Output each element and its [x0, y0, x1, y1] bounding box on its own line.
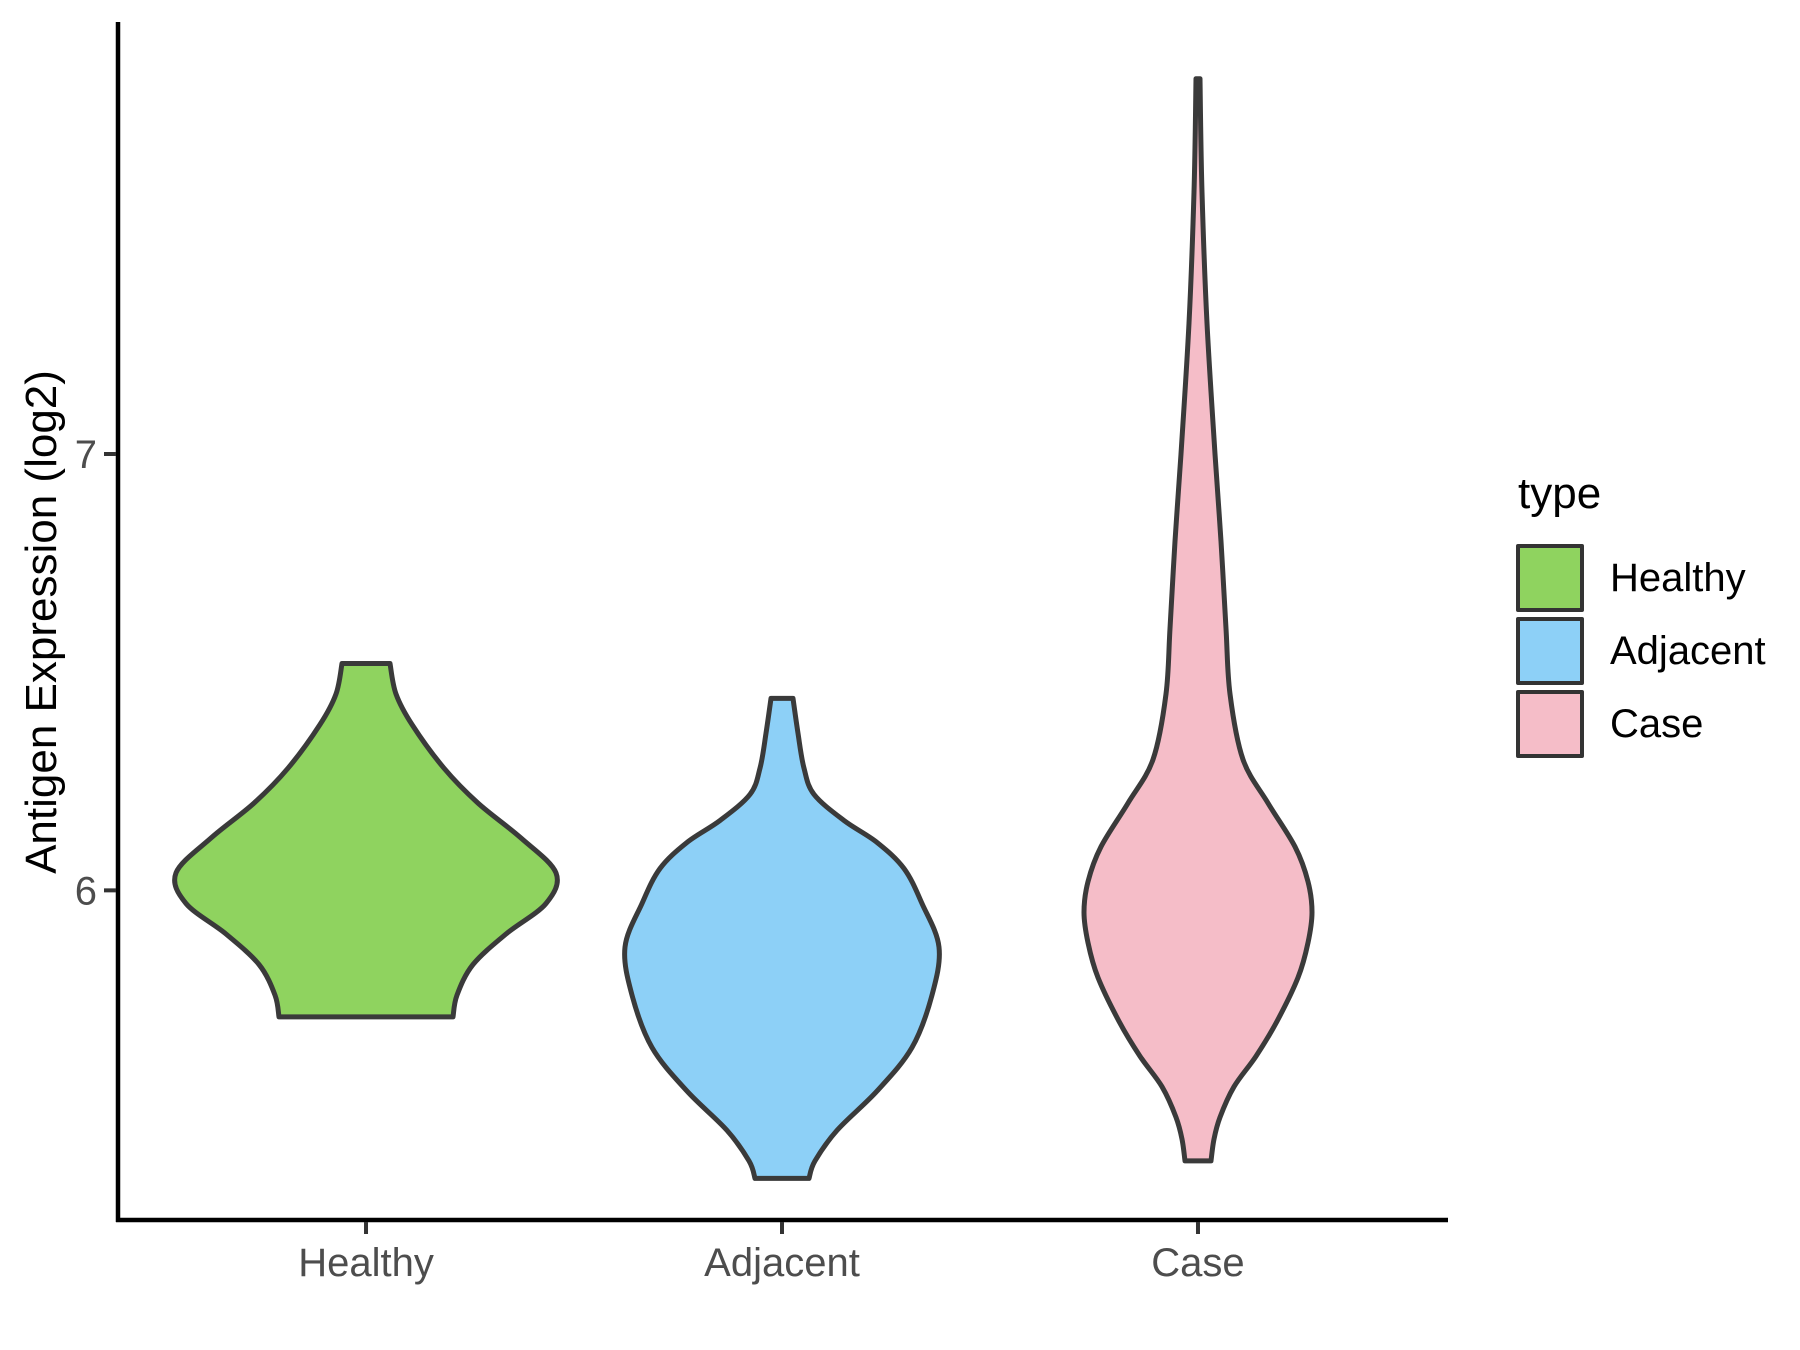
legend-item-case: Case	[1516, 690, 1766, 758]
violins-layer	[172, 76, 1315, 1181]
y-tick-label-6: 6	[75, 869, 97, 913]
legend-key-swatch-adjacent	[1516, 617, 1584, 685]
violin-healthy	[172, 661, 560, 1020]
violin-case	[1081, 76, 1315, 1164]
legend-label: Healthy	[1610, 555, 1746, 600]
legend-key-swatch-case	[1516, 690, 1584, 758]
x-tick-label-adjacent: Adjacent	[704, 1241, 860, 1285]
legend: type Healthy Adjacent Case	[1516, 468, 1766, 763]
legend-label: Case	[1610, 701, 1704, 746]
x-tick-label-healthy: Healthy	[298, 1241, 434, 1285]
y-axis-title: Antigen Expression (log2)	[17, 370, 66, 874]
legend-items: Healthy Adjacent Case	[1516, 544, 1766, 763]
axes-layer	[115, 22, 1448, 1223]
legend-item-healthy: Healthy	[1516, 544, 1766, 612]
legend-title: type	[1518, 469, 1602, 518]
legend-key-swatch-healthy	[1516, 544, 1584, 612]
x-tick-label-case: Case	[1151, 1241, 1244, 1285]
legend-item-adjacent: Adjacent	[1516, 617, 1766, 685]
violin-adjacent	[622, 695, 942, 1181]
legend-label: Adjacent	[1610, 628, 1766, 673]
y-tick-label-7: 7	[75, 433, 97, 477]
ticks-layer: 6 7 Healthy Adjacent Case	[75, 433, 1245, 1285]
